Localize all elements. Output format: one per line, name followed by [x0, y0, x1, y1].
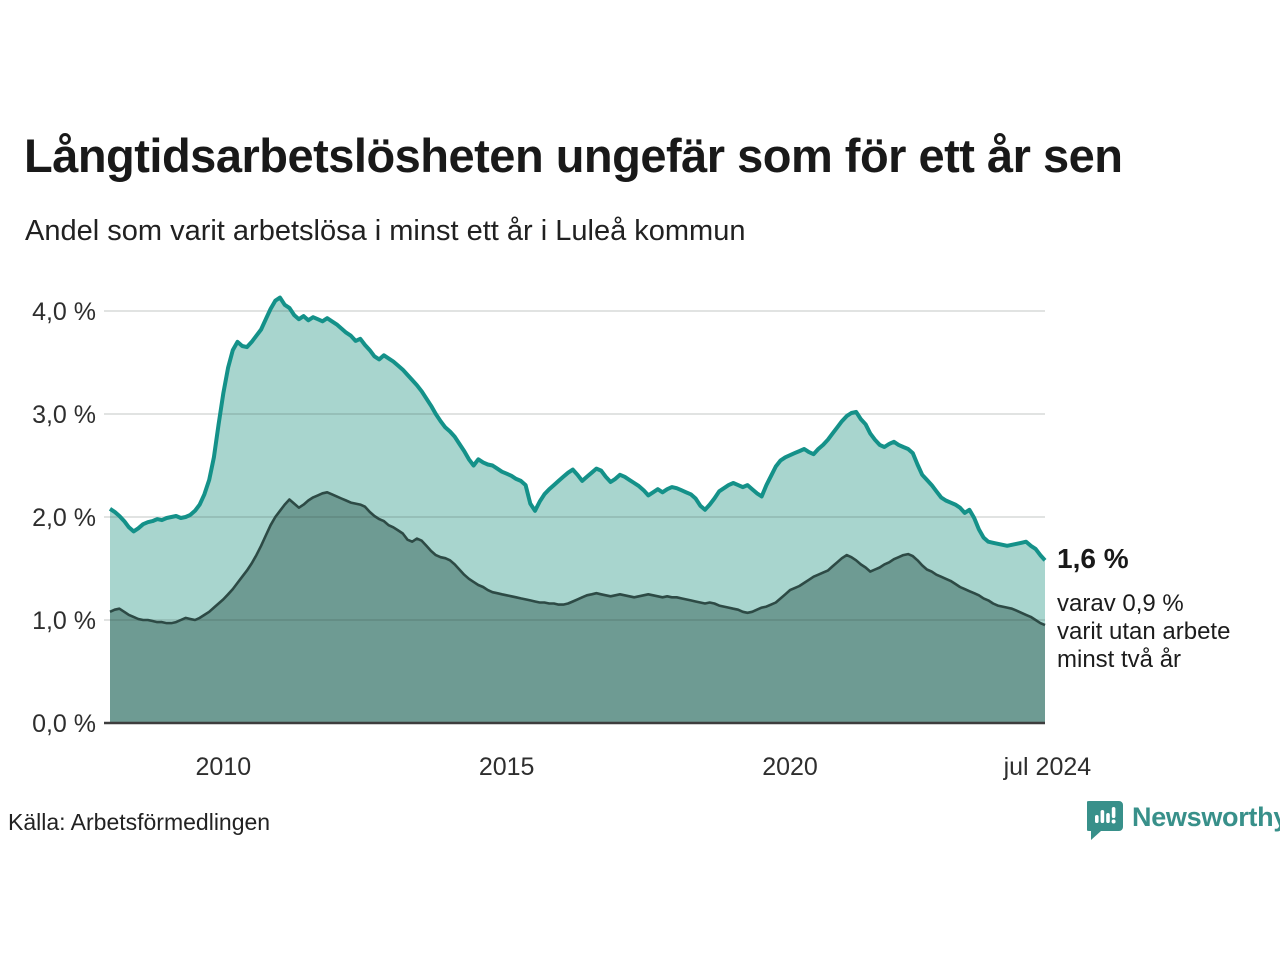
area-at-least-2-years [110, 492, 1045, 723]
svg-text:0,0 %: 0,0 % [32, 710, 96, 738]
series-lines [108, 295, 1047, 627]
line-at-least-2-years [109, 491, 1046, 627]
y-axis-labels: 0,0 % 1,0 % 2,0 % 3,0 % 4,0 % [32, 298, 96, 738]
annotation-detail-line: varit utan arbete [1057, 618, 1231, 645]
bar-chart-speech-bubble-icon [1087, 801, 1123, 840]
svg-text:2020: 2020 [762, 753, 818, 781]
svg-text:2,0 %: 2,0 % [32, 504, 96, 532]
x-axis-labels: 2010 2015 2020 jul 2024 [196, 753, 1092, 781]
brand-name: Newsworthy [1132, 802, 1280, 832]
svg-text:3,0 %: 3,0 % [32, 401, 96, 429]
end-value-label: 1,6 % [1057, 543, 1129, 574]
annotation-detail-line: varav 0,9 % [1057, 590, 1184, 617]
end-value-annotation: 1,6 % varav 0,9 % varit utan arbete mins… [1057, 542, 1230, 674]
svg-text:1,0 %: 1,0 % [32, 607, 96, 635]
gridlines [104, 310, 1045, 725]
chart-title: Långtidsarbetslösheten ungefär som för e… [24, 129, 1123, 182]
area-fills [110, 297, 1045, 723]
unemployment-area-chart: 0,0 % 1,0 % 2,0 % 3,0 % 4,0 % 2010 2015 2020 ju… [32, 295, 1092, 781]
newsworthy-logo: Newsworthy [1087, 800, 1280, 842]
svg-text:2010: 2010 [196, 753, 252, 781]
svg-text:jul 2024: jul 2024 [1003, 753, 1092, 781]
annotation-detail-line: minst två år [1057, 646, 1182, 673]
svg-text:4,0 %: 4,0 % [32, 298, 96, 326]
line-at-least-1-year [108, 295, 1047, 562]
chart-subtitle: Andel som varit arbetslösa i minst ett å… [25, 215, 746, 247]
source-note: Källa: Arbetsförmedlingen [8, 809, 271, 835]
svg-text:2015: 2015 [479, 753, 535, 781]
